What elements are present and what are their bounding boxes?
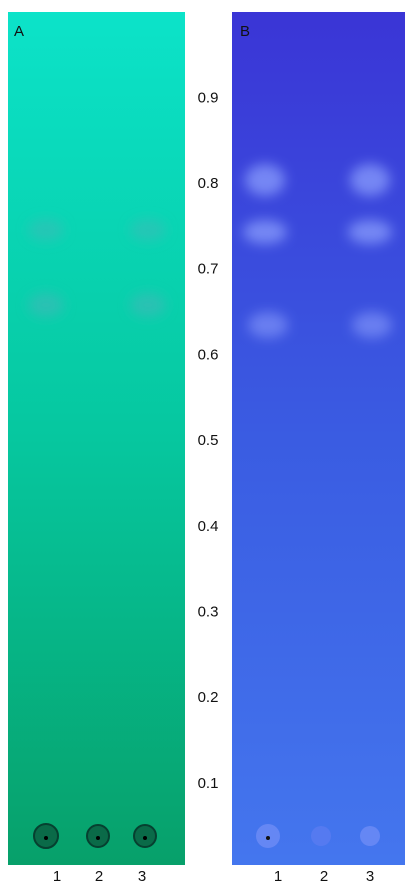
lane-label: 2 bbox=[95, 868, 103, 885]
lane-label: 1 bbox=[53, 868, 61, 885]
rf-label: 0.3 bbox=[198, 603, 219, 620]
plate-b bbox=[232, 12, 405, 865]
rf-label: 0.7 bbox=[198, 261, 219, 278]
tlc-figure: A B 0.9 0.8 0.7 0.6 0.5 0.4 0.3 0.2 0.1 1 2 3 1 2 3 bbox=[0, 0, 407, 885]
lane-label: 3 bbox=[138, 868, 146, 885]
panel-label: A bbox=[14, 23, 24, 40]
lane-label: 3 bbox=[366, 868, 374, 885]
rf-label: 0.1 bbox=[198, 775, 219, 792]
rf-label: 0.5 bbox=[198, 432, 219, 449]
lane-label: 2 bbox=[320, 868, 328, 885]
panel-label: B bbox=[240, 23, 250, 40]
origin-spots-a bbox=[34, 824, 156, 848]
rf-label: 0.6 bbox=[198, 346, 219, 363]
rf-label: 0.2 bbox=[198, 689, 219, 706]
plate-a bbox=[8, 12, 185, 865]
page: A B 0.90.80.70.60.50.40.30.20.1123123 ((… bbox=[0, 0, 407, 885]
lane-label: 1 bbox=[274, 868, 282, 885]
rf-label: 0.9 bbox=[198, 89, 219, 106]
rf-label: 0.4 bbox=[198, 518, 219, 535]
rf-label: 0.8 bbox=[198, 175, 219, 192]
